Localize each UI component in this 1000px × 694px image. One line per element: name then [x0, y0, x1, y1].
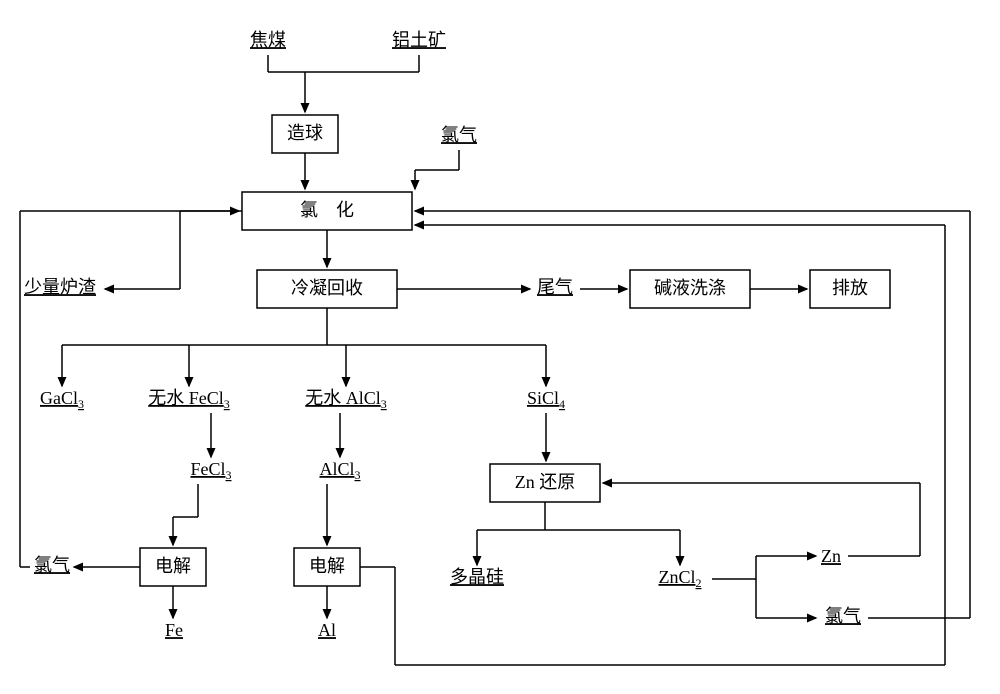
node-label: Zn 还原 [515, 472, 576, 492]
label-alcl3: AlCl3 [319, 459, 360, 482]
node-elec_fe: 电解 [140, 548, 206, 586]
node-label: 冷凝回收 [291, 278, 363, 298]
label-anh_alcl3: 无水 AlCl3 [305, 388, 387, 411]
label-cl2_in: 氯气 [441, 125, 477, 145]
node-label: 碱液洗涤 [654, 278, 726, 298]
label-poly_si: 多晶硅 [450, 567, 504, 587]
node-discharge: 排放 [810, 270, 890, 308]
label-fecl3: FeCl3 [190, 459, 231, 482]
flowchart-canvas: 造球氯 化冷凝回收碱液洗涤排放电解电解Zn 还原焦煤铝土矿氯气少量炉渣尾气GaC… [0, 0, 1000, 694]
node-alkali: 碱液洗涤 [630, 270, 750, 308]
label-anh_fecl3: 无水 FeCl3 [148, 388, 230, 411]
label-bauxite: 铝土矿 [392, 30, 446, 50]
label-cl2_out_r: 氯气 [825, 606, 861, 626]
node-condense: 冷凝回收 [257, 270, 397, 308]
label-zncl2: ZnCl2 [658, 567, 701, 590]
label-fe: Fe [165, 620, 183, 640]
node-label: 排放 [832, 278, 868, 298]
label-slag: 少量炉渣 [24, 277, 96, 297]
label-tailgas: 尾气 [537, 277, 573, 297]
label-gacl3: GaCl3 [40, 388, 84, 411]
label-al: Al [318, 620, 336, 640]
label-coke: 焦煤 [250, 30, 286, 50]
label-cl2_out_l: 氯气 [34, 555, 70, 575]
label-sicl4: SiCl4 [527, 388, 565, 411]
node-zn_reduce: Zn 还原 [490, 464, 600, 502]
node-label: 电解 [155, 556, 191, 576]
node-label: 电解 [309, 556, 345, 576]
node-pelletize: 造球 [272, 115, 338, 153]
node-elec_al: 电解 [294, 548, 360, 586]
node-label: 造球 [287, 123, 323, 143]
node-chlorinate: 氯 化 [242, 192, 412, 230]
node-label: 氯 化 [300, 200, 354, 220]
label-zn_out: Zn [821, 546, 841, 566]
